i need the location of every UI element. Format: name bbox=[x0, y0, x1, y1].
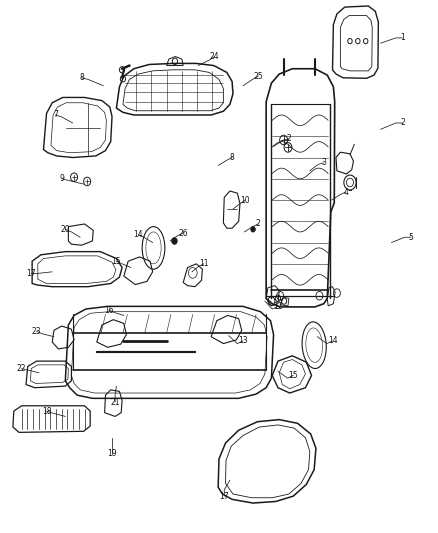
Text: 13: 13 bbox=[238, 336, 248, 345]
Text: 15: 15 bbox=[288, 371, 298, 380]
Text: 19: 19 bbox=[107, 449, 117, 458]
Text: 7: 7 bbox=[53, 110, 58, 119]
Text: 22: 22 bbox=[17, 364, 26, 373]
Text: 2: 2 bbox=[256, 220, 261, 229]
Text: 12: 12 bbox=[273, 302, 283, 311]
Text: 10: 10 bbox=[240, 196, 250, 205]
Text: 14: 14 bbox=[134, 230, 143, 239]
Text: 4: 4 bbox=[343, 188, 348, 197]
Text: 9: 9 bbox=[60, 174, 64, 183]
Text: 15: 15 bbox=[112, 257, 121, 265]
Circle shape bbox=[251, 227, 255, 232]
Text: 17: 17 bbox=[26, 269, 36, 278]
Text: 3: 3 bbox=[321, 158, 326, 167]
Text: 16: 16 bbox=[104, 305, 114, 314]
Text: 8: 8 bbox=[230, 153, 234, 162]
Text: 23: 23 bbox=[32, 327, 41, 336]
Text: 21: 21 bbox=[110, 398, 120, 407]
Text: 26: 26 bbox=[178, 229, 188, 238]
Text: 18: 18 bbox=[42, 407, 51, 416]
Text: 25: 25 bbox=[254, 71, 263, 80]
Circle shape bbox=[172, 238, 177, 244]
Text: 20: 20 bbox=[60, 225, 70, 234]
Text: 2: 2 bbox=[286, 134, 291, 143]
Text: 5: 5 bbox=[409, 233, 413, 242]
Text: 8: 8 bbox=[79, 73, 84, 82]
Text: 1: 1 bbox=[400, 34, 405, 43]
Text: 11: 11 bbox=[199, 260, 208, 268]
Text: 14: 14 bbox=[328, 336, 337, 345]
Text: 24: 24 bbox=[210, 52, 219, 61]
Text: 17: 17 bbox=[219, 491, 229, 500]
Text: 2: 2 bbox=[400, 118, 405, 127]
